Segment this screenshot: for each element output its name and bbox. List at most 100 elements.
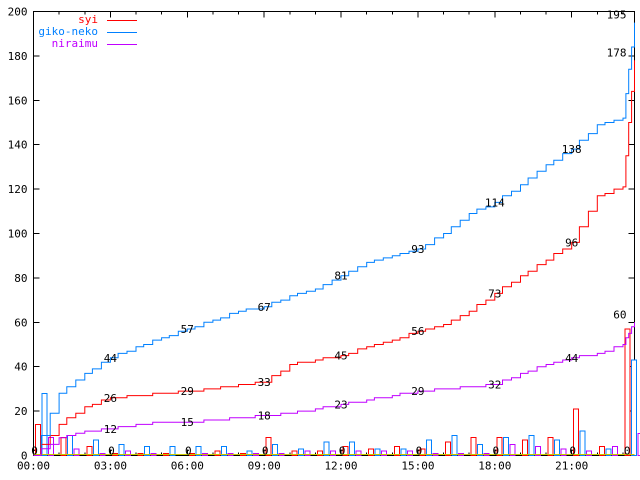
bar-syi-h15 (419, 448, 426, 456)
bar-niraimu-h22 (611, 446, 618, 457)
zero-end-label: 0 (624, 445, 631, 458)
bar-syi-h22 (598, 446, 605, 457)
y-tick-label: 140 (8, 139, 28, 152)
point-label-syi: 96 (565, 236, 578, 249)
bar-giko-neko-h0 (41, 392, 48, 456)
x-tick-label: 03:00 (94, 460, 127, 473)
legend-line-sample-giko-neko (107, 31, 137, 33)
bar-giko-neko-h21 (579, 430, 586, 457)
bar-giko-neko-h5 (169, 446, 176, 457)
point-label-giko-neko: 67 (258, 301, 271, 314)
bar-niraimu-h0 (48, 437, 54, 457)
y-tick-label: 60 (14, 316, 27, 329)
end-label-syi: 178 (607, 46, 627, 59)
zero-label: 0 (339, 445, 346, 458)
bar-niraimu-h10 (304, 450, 311, 457)
bar-giko-neko-h15 (425, 439, 432, 456)
point-label-niraimu: 44 (565, 352, 579, 365)
x-tick-label: 09:00 (248, 460, 281, 473)
zero-label: 0 (31, 445, 38, 458)
zero-label: 0 (416, 445, 423, 458)
bar-niraimu-h12 (355, 450, 362, 457)
bar-syi-h21 (573, 408, 580, 456)
legend-entry-niraimu: niraimu (0, 38, 137, 50)
bar-giko-neko-h18 (502, 437, 509, 457)
bars-layer (35, 328, 640, 457)
x-tick-label: 06:00 (171, 460, 204, 473)
bar-giko-neko-h8 (246, 450, 253, 457)
bar-giko-neko-h19 (528, 435, 535, 456)
y-tick-label: 0 (21, 450, 28, 463)
y-tick-label: 80 (14, 272, 27, 285)
bar-syi-h9 (265, 437, 272, 457)
zero-label: 0 (492, 445, 499, 458)
point-label-niraimu: 12 (104, 423, 117, 436)
y-tick-label: 20 (14, 405, 27, 418)
bar-giko-neko-h14 (400, 448, 407, 456)
bar-giko-neko-h4 (144, 446, 150, 457)
y-tick-label: 40 (14, 361, 27, 374)
bar-niraimu-h21 (586, 450, 593, 457)
bar-giko-neko-h22 (605, 448, 612, 456)
point-label-giko-neko: 57 (181, 323, 194, 336)
bar-syi-h7 (214, 450, 221, 457)
x-tick-label: 15:00 (401, 460, 434, 473)
bar-syi-h19 (522, 439, 528, 456)
point-label-giko-neko: 93 (411, 243, 424, 256)
bar-niraimu-h20 (560, 448, 567, 456)
point-label-niraimu: 29 (411, 385, 424, 398)
legend-label-giko-neko: giko-neko (38, 25, 98, 38)
series-line-giko-neko (33, 22, 635, 456)
series-line-niraimu (33, 322, 635, 456)
bar-giko-neko-h16 (451, 435, 458, 456)
bar-syi-h18 (496, 437, 503, 457)
end-label-giko-neko: 195 (607, 9, 627, 22)
point-label-giko-neko: 114 (485, 196, 505, 209)
bar-syi-h10 (291, 450, 298, 457)
bar-giko-neko-h12 (349, 441, 355, 457)
end-label-niraimu: 60 (613, 308, 626, 321)
point-label-syi: 73 (488, 287, 501, 300)
bar-syi-h20 (547, 437, 554, 457)
bar-giko-neko-h13 (374, 448, 381, 456)
value-labels-layer: 26 29 33 45 56 73 96 178 44 57 67 81 93 114 138 195 12 15… (31, 9, 630, 458)
bar-syi-h17 (470, 437, 477, 457)
x-tick-label: 21:00 (555, 460, 588, 473)
bar-giko-neko-h17 (477, 443, 484, 456)
bar-syi-h1 (60, 437, 67, 457)
point-label-syi: 29 (181, 385, 194, 398)
y-tick-label: 120 (8, 183, 28, 196)
zero-label: 0 (185, 445, 192, 458)
bar-syi-h13 (368, 448, 375, 456)
bar-niraimu-h23 (637, 432, 640, 456)
x-tick-label: 00:00 (17, 460, 50, 473)
point-label-niraimu: 32 (488, 379, 501, 392)
zero-label: 0 (108, 445, 115, 458)
legend-entry-syi: syi (0, 14, 137, 26)
x-tick-label: 12:00 (324, 460, 357, 473)
bar-giko-neko-h6 (195, 446, 202, 457)
bar-niraimu-h3 (124, 450, 131, 457)
bar-giko-neko-h11 (323, 441, 330, 457)
legend-label-niraimu: niraimu (51, 37, 98, 50)
bar-syi-h14 (393, 446, 400, 457)
bar-giko-neko-h10 (297, 448, 304, 456)
legend-label-syi: syi (78, 13, 98, 26)
bar-niraimu-h1 (73, 448, 80, 456)
plot-border (33, 11, 635, 456)
point-label-niraimu: 18 (258, 410, 271, 423)
bar-niraimu-h18 (509, 443, 516, 456)
bar-giko-neko-h1 (67, 435, 74, 456)
series-lines-layer (33, 22, 635, 456)
point-label-niraimu: 23 (334, 398, 347, 411)
bar-syi-h11 (316, 450, 323, 457)
bar-syi-h23 (624, 328, 631, 456)
bar-niraimu-h13 (381, 450, 388, 457)
series-line-syi (33, 60, 635, 456)
bar-syi-h2 (86, 446, 93, 457)
bar-giko-neko-h2 (92, 439, 99, 456)
bar-syi-h12 (342, 446, 349, 457)
